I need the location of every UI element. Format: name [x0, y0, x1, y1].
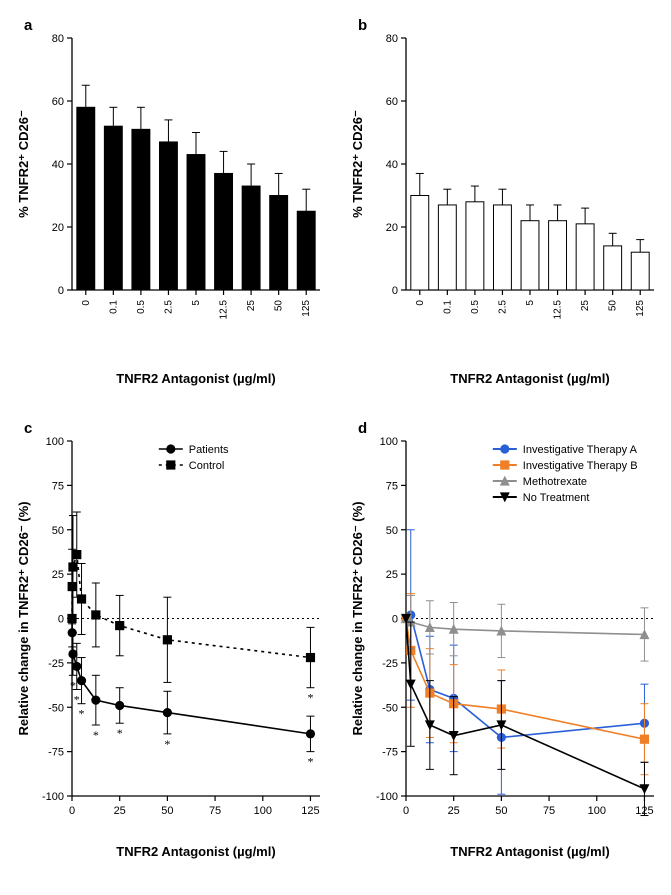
svg-text:Methotrexate: Methotrexate — [523, 476, 587, 488]
svg-text:TNFR2 Antagonist (µg/ml): TNFR2 Antagonist (µg/ml) — [116, 371, 275, 386]
svg-text:*: * — [307, 691, 313, 705]
svg-text:5: 5 — [525, 300, 536, 306]
svg-text:75: 75 — [543, 805, 555, 817]
panel-a: a 0 20 40 60 80 0 0.1 0.5 2.5 5 12.5 25 50 125 % TNFR2⁺… — [10, 10, 330, 395]
svg-text:75: 75 — [209, 805, 221, 817]
svg-text:100: 100 — [380, 436, 398, 448]
svg-text:-50: -50 — [48, 702, 64, 714]
svg-text:0: 0 — [392, 614, 398, 626]
svg-text:-100: -100 — [42, 791, 64, 803]
svg-text:25: 25 — [52, 569, 64, 581]
svg-text:0: 0 — [415, 300, 426, 306]
svg-text:100: 100 — [254, 805, 272, 817]
svg-text:d: d — [358, 420, 367, 437]
svg-text:Investigative Therapy A: Investigative Therapy A — [523, 444, 638, 456]
svg-text:75: 75 — [52, 480, 64, 492]
svg-text:TNFR2 Antagonist (µg/ml): TNFR2 Antagonist (µg/ml) — [116, 844, 275, 859]
svg-text:100: 100 — [588, 805, 606, 817]
svg-text:0.1: 0.1 — [442, 300, 453, 314]
svg-text:40: 40 — [386, 159, 398, 171]
svg-text:*: * — [70, 678, 76, 692]
svg-text:80: 80 — [52, 33, 64, 45]
svg-text:*: * — [93, 728, 99, 742]
panel-d: d-100-75-50-2502550751000255075100125Rel… — [344, 413, 664, 868]
svg-text:TNFR2 Antagonist (µg/ml): TNFR2 Antagonist (µg/ml) — [450, 844, 609, 859]
svg-text:*: * — [74, 693, 80, 707]
svg-text:% TNFR2⁺ CD26⁻: % TNFR2⁺ CD26⁻ — [350, 110, 365, 218]
svg-text:-50: -50 — [382, 702, 398, 714]
svg-text:125: 125 — [301, 300, 312, 317]
svg-text:20: 20 — [52, 222, 64, 234]
svg-text:50: 50 — [386, 525, 398, 537]
svg-text:40: 40 — [52, 159, 64, 171]
svg-text:0: 0 — [81, 300, 92, 306]
svg-text:25: 25 — [580, 300, 591, 312]
svg-text:125: 125 — [635, 300, 646, 317]
svg-text:Investigative Therapy B: Investigative Therapy B — [523, 460, 638, 472]
panel-b: b 0 20 40 60 80 0 0.1 0.5 2.5 5 12.5 25 50 125 % TNFR2⁺… — [344, 10, 664, 395]
svg-text:b: b — [358, 17, 367, 34]
svg-text:50: 50 — [52, 525, 64, 537]
svg-text:25: 25 — [246, 300, 257, 312]
svg-text:Control: Control — [189, 460, 224, 472]
svg-text:2.5: 2.5 — [497, 300, 508, 314]
svg-text:25: 25 — [386, 569, 398, 581]
svg-text:0: 0 — [69, 805, 75, 817]
svg-text:50: 50 — [495, 805, 507, 817]
svg-text:0.5: 0.5 — [136, 300, 147, 314]
svg-text:0: 0 — [392, 285, 398, 297]
svg-text:0: 0 — [58, 614, 64, 626]
svg-text:*: * — [307, 755, 313, 769]
svg-text:0.5: 0.5 — [470, 300, 481, 314]
svg-text:a: a — [24, 17, 33, 34]
svg-text:50: 50 — [161, 805, 173, 817]
svg-text:-75: -75 — [382, 747, 398, 759]
figure-grid: a02040608000.10.52.5512.52550125% TNFR2⁺… — [10, 10, 661, 868]
svg-text:12.5: 12.5 — [553, 300, 564, 320]
svg-text:25: 25 — [114, 805, 126, 817]
svg-text:25: 25 — [448, 805, 460, 817]
svg-text:-75: -75 — [48, 747, 64, 759]
svg-text:2.5: 2.5 — [163, 300, 174, 314]
svg-text:5: 5 — [191, 300, 202, 306]
svg-text:*: * — [164, 737, 170, 751]
panel-c: c-100-75-50-2502550751000255075100125***… — [10, 413, 330, 868]
svg-text:12.5: 12.5 — [219, 300, 230, 320]
svg-text:Relative change in TNFR2⁺ CD26: Relative change in TNFR2⁺ CD26⁻ (%) — [16, 501, 31, 735]
svg-text:c: c — [24, 420, 32, 437]
svg-text:0: 0 — [403, 805, 409, 817]
svg-text:No Treatment: No Treatment — [523, 492, 590, 504]
svg-text:20: 20 — [386, 222, 398, 234]
svg-text:-100: -100 — [376, 791, 398, 803]
svg-text:80: 80 — [386, 33, 398, 45]
svg-text:0: 0 — [58, 285, 64, 297]
svg-text:60: 60 — [386, 96, 398, 108]
svg-text:0.1: 0.1 — [108, 300, 119, 314]
svg-text:-25: -25 — [382, 658, 398, 670]
svg-text:50: 50 — [274, 300, 285, 312]
svg-text:-25: -25 — [48, 658, 64, 670]
svg-text:% TNFR2⁺ CD26⁻: % TNFR2⁺ CD26⁻ — [16, 110, 31, 218]
svg-text:Relative change in TNFR2⁺ CD26: Relative change in TNFR2⁺ CD26⁻ (%) — [350, 501, 365, 735]
svg-text:125: 125 — [301, 805, 319, 817]
svg-text:100: 100 — [46, 436, 64, 448]
svg-text:*: * — [79, 707, 85, 721]
svg-text:50: 50 — [608, 300, 619, 312]
svg-text:60: 60 — [52, 96, 64, 108]
svg-text:75: 75 — [386, 480, 398, 492]
svg-text:*: * — [117, 726, 123, 740]
svg-text:Patients: Patients — [189, 444, 229, 456]
svg-text:TNFR2 Antagonist (µg/ml): TNFR2 Antagonist (µg/ml) — [450, 371, 609, 386]
